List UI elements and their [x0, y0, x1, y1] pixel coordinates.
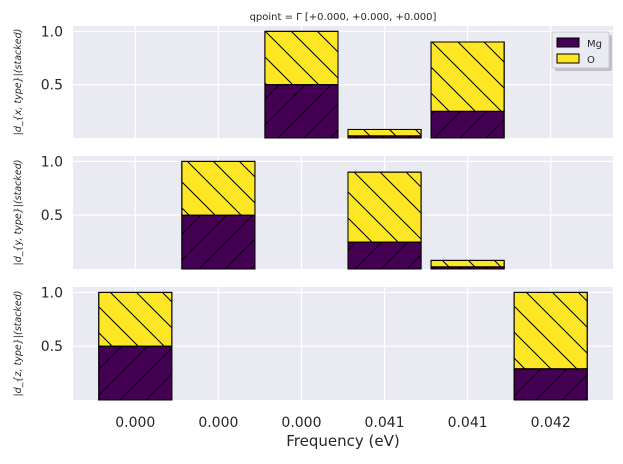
bar-hatch-mg-3-6: [513, 368, 588, 401]
x-tick-labels: 0.000 0.000 0.000 0.041 0.041 0.042: [115, 415, 570, 431]
legend-label-o: O: [587, 55, 595, 66]
bar-hatch-o-3-1: [98, 291, 173, 347]
x-tick-label: 0.041: [448, 415, 488, 431]
y-tick-label: 1.0: [41, 154, 63, 170]
x-tick-label: 0.000: [198, 415, 238, 431]
chart-title: qpoint = Γ [+0.000, +0.000, +0.000]: [250, 12, 437, 23]
bar-hatch-o-3-6: [513, 291, 588, 370]
x-tick-label: 0.000: [115, 415, 155, 431]
x-tick-label: 0.041: [364, 415, 404, 431]
y-axis-label-1: |d_{x, type}|(stacked): [13, 29, 24, 136]
plot-area-1: [73, 26, 613, 138]
panel-1: 0.5 1.0 |d_{x, type}|(stacked): [13, 24, 613, 139]
bar-hatch-o-1-5: [430, 41, 505, 112]
bar-hatch-mg-3-1: [98, 345, 173, 401]
bar-hatch-mg-1-3: [264, 84, 339, 139]
panels-group: 0.5 1.0 |d_{x, type}|(stacked) 0.5 1.0 |d_{y,…: [13, 24, 613, 401]
x-axis-label: Frequency (eV): [286, 432, 399, 450]
bar-hatch-mg-1-5: [430, 110, 505, 139]
y-tick-label: 1.0: [41, 285, 63, 301]
legend-swatch-mg: [556, 37, 580, 48]
panel-2: 0.5 1.0 |d_{y, type}|(stacked): [13, 154, 613, 270]
bar-hatch-o-2-4: [347, 171, 422, 243]
y-tick-label: 1.0: [41, 24, 63, 40]
x-tick-label: 0.000: [281, 415, 321, 431]
bar-hatch-o-2-2: [181, 160, 256, 216]
bar-hatch-o-1-4: [347, 128, 422, 137]
bar-hatch-o-1-3: [264, 30, 339, 86]
plot-area-2: [73, 156, 613, 269]
x-tick-label: 0.042: [531, 415, 571, 431]
bar-hatch-o-2-5: [430, 259, 505, 268]
y-tick-label: 0.5: [41, 208, 63, 224]
bar-hatch-mg-2-4: [347, 241, 422, 270]
legend: Mg O: [551, 31, 612, 71]
bar-hatch-mg-2-2: [181, 214, 256, 270]
panel-3: 0.5 1.0 |d_{z, type}|(stacked): [13, 285, 613, 401]
y-axis-label-2: |d_{y, type}|(stacked): [13, 160, 24, 266]
y-tick-label: 0.5: [41, 339, 63, 355]
legend-label-mg: Mg: [587, 39, 602, 50]
y-axis-label-3: |d_{z, type}|(stacked): [13, 290, 24, 396]
y-tick-label: 0.5: [41, 78, 63, 94]
legend-swatch-o: [556, 53, 580, 64]
